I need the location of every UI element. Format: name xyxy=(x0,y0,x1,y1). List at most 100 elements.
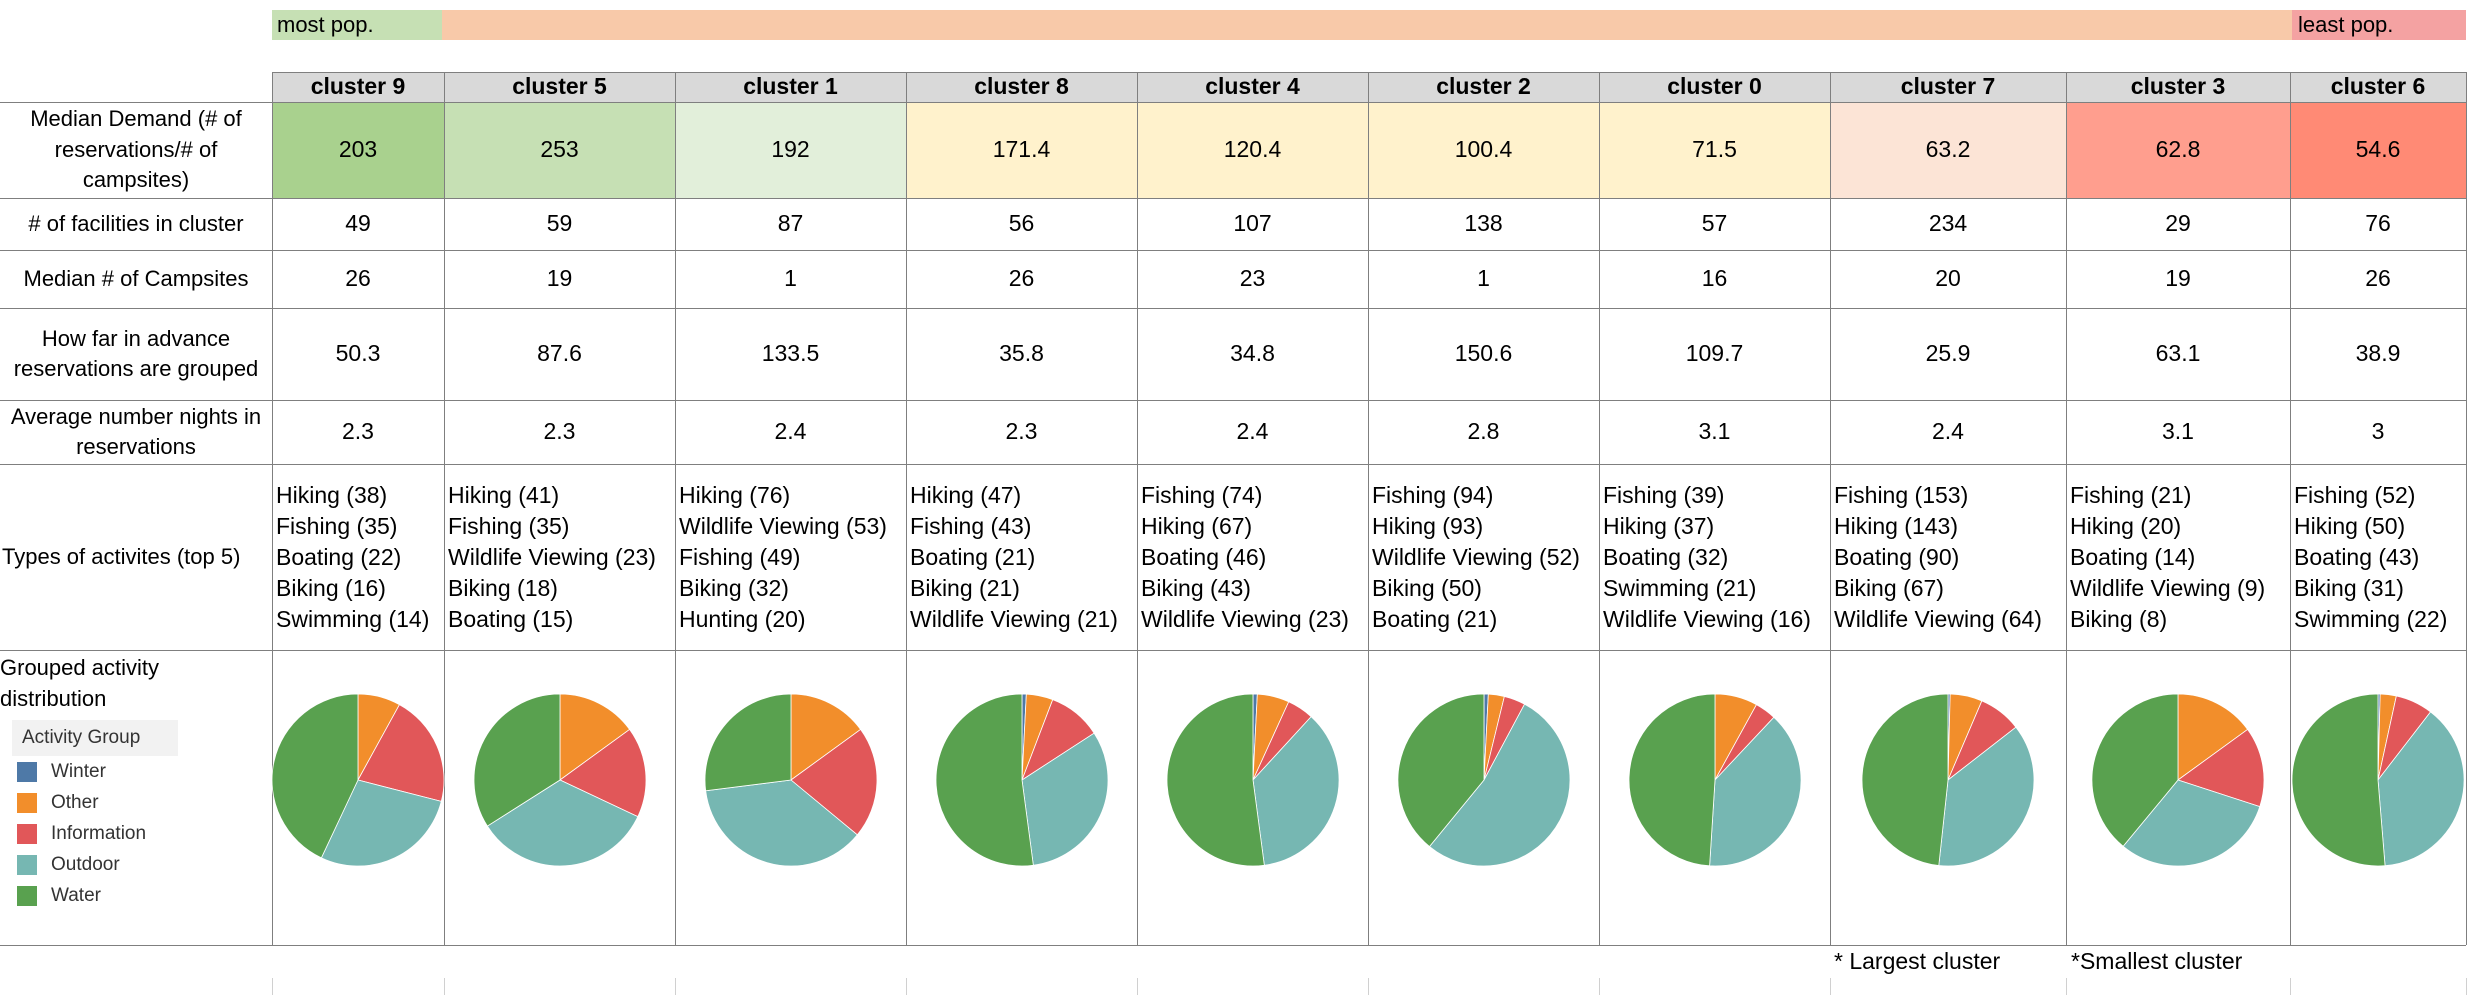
cluster-header: cluster 7 xyxy=(1830,72,2066,102)
grid-line xyxy=(0,945,2466,946)
facility-count-cell: 29 xyxy=(2165,210,2191,237)
pie-slice-outdoor xyxy=(1428,703,1570,867)
facility-count-cell: 107 xyxy=(1233,210,1272,237)
grid-tick xyxy=(444,978,445,995)
top-activities-cell: Fishing (52) Hiking (50) Boating (43) Bi… xyxy=(2294,481,2448,632)
pie-slice-outdoor xyxy=(320,779,442,867)
median-demand-cell: 54.6 xyxy=(2290,102,2466,198)
grid-line xyxy=(1368,72,1369,945)
median-campsites-cell: 19 xyxy=(546,265,573,292)
median-campsites-cell: 16 xyxy=(1701,265,1728,292)
median-demand-cell: 203 xyxy=(272,102,444,198)
cluster-header: cluster 6 xyxy=(2290,72,2466,102)
pie-slice-other xyxy=(790,693,861,781)
cluster-header: cluster 1 xyxy=(675,72,906,102)
advance-days-cell: 50.3 xyxy=(335,340,381,367)
legend-item-water: Water xyxy=(12,880,178,911)
grid-line xyxy=(0,308,2466,309)
advance-days-cell: 38.9 xyxy=(2355,340,2401,367)
pie-slice-outdoor xyxy=(1021,732,1108,866)
activity-distribution-row-label: Grouped activity distribution xyxy=(0,655,159,711)
median-campsites-cell: 20 xyxy=(1935,265,1961,292)
pie-slice-water xyxy=(1628,693,1715,867)
top-activities-cell: Hiking (38) Fishing (35) Boating (22) Bi… xyxy=(276,481,430,632)
median-demand-cell: 120.4 xyxy=(1137,102,1368,198)
facility-count-cell: 76 xyxy=(2365,210,2391,237)
median-demand-cell: 62.8 xyxy=(2066,102,2290,198)
activity-pie-cluster-9 xyxy=(271,693,445,867)
activity-pie-cluster-1 xyxy=(704,693,877,867)
facility-count-cell: 59 xyxy=(546,210,573,237)
advance-days-cell: 25.9 xyxy=(1925,340,1971,367)
cluster-header: cluster 8 xyxy=(906,72,1137,102)
facility-count-cell: 57 xyxy=(1701,210,1728,237)
pie-slice-outdoor xyxy=(1938,726,2035,867)
advance-days-cell: 35.8 xyxy=(999,340,1044,367)
top-activities-cell: Fishing (39) Hiking (37) Boating (32) Sw… xyxy=(1603,481,1811,632)
median-demand-cell: 192 xyxy=(675,102,906,198)
legend-label: Winter xyxy=(51,760,106,782)
grid-line xyxy=(0,650,2466,651)
pie-slice-outdoor xyxy=(486,779,638,867)
average-nights-cell: 3.1 xyxy=(2162,418,2194,445)
grid-line xyxy=(2066,72,2067,945)
grid-line xyxy=(1830,72,1831,945)
median-demand-cell: 71.5 xyxy=(1599,102,1830,198)
activity-pie-cluster-7 xyxy=(1861,693,2035,867)
median-campsites-cell: 23 xyxy=(1239,265,1266,292)
grid-tick xyxy=(2066,978,2067,995)
legend-swatch xyxy=(17,823,37,844)
legend-label: Water xyxy=(51,884,101,906)
median-demand-cell: 171.4 xyxy=(906,102,1137,198)
grid-line xyxy=(0,198,2466,199)
grid-line xyxy=(0,250,2466,251)
median-campsites-cell: 1 xyxy=(784,265,797,292)
top-activities-cell: Fishing (94) Hiking (93) Wildlife Viewin… xyxy=(1372,481,1580,632)
grid-line xyxy=(272,72,273,945)
grid-line xyxy=(906,72,907,945)
grid-tick xyxy=(675,978,676,995)
pie-slice-outdoor xyxy=(2377,711,2465,867)
advance-days-cell: 150.6 xyxy=(1454,340,1513,367)
facility-count-cell: 234 xyxy=(1928,210,1968,237)
smallest-cluster-note: *Smallest cluster xyxy=(2071,948,2243,974)
grid-tick xyxy=(2466,978,2467,995)
pie-slice-outdoor xyxy=(704,779,858,867)
activity-pie-cluster-2 xyxy=(1397,693,1570,867)
top-activities-cell: Fishing (153) Hiking (143) Boating (90) … xyxy=(1834,481,2042,632)
cluster-header: cluster 4 xyxy=(1137,72,1368,102)
advance-days-cell: 133.5 xyxy=(761,340,820,367)
pie-slice-water xyxy=(2091,693,2179,847)
pie-slice-information xyxy=(2177,728,2265,808)
median-campsites-row-label: Median # of Campsites xyxy=(23,265,249,291)
grid-line xyxy=(2290,72,2291,945)
advance-days-cell: 34.8 xyxy=(1230,340,1275,367)
grid-tick xyxy=(1368,978,1369,995)
pie-slice-other xyxy=(559,693,630,781)
pie-slice-information xyxy=(558,728,646,818)
average-nights-cell: 2.4 xyxy=(1932,418,1964,445)
legend-title: Activity Group xyxy=(12,720,178,756)
cluster-header: cluster 3 xyxy=(2066,72,2290,102)
average-nights-cell: 2.3 xyxy=(543,418,576,445)
grid-line xyxy=(272,72,2466,73)
pie-slice-outdoor xyxy=(2122,779,2261,867)
legend-swatch xyxy=(17,761,37,782)
median-campsites-cell: 26 xyxy=(2365,265,2391,292)
pie-slice-information xyxy=(789,728,877,836)
pie-slice-water xyxy=(1397,693,1484,848)
average-nights-cell: 2.3 xyxy=(1005,418,1038,445)
grid-tick xyxy=(1830,978,1831,995)
grid-tick xyxy=(2290,978,2291,995)
grid-line xyxy=(1137,72,1138,945)
legend-swatch xyxy=(17,885,37,906)
pie-slice-water xyxy=(1166,693,1265,867)
average-nights-cell: 2.4 xyxy=(774,418,807,445)
grid-line xyxy=(444,72,445,945)
median-demand-row-label: Median Demand (# of reservations/# of ca… xyxy=(30,106,242,193)
grid-line xyxy=(1599,72,1600,945)
average-nights-row-label: Average number nights in reservations xyxy=(10,403,262,459)
median-campsites-cell: 26 xyxy=(1008,265,1035,292)
grid-line xyxy=(675,72,676,945)
median-demand-cell: 63.2 xyxy=(1830,102,2066,198)
